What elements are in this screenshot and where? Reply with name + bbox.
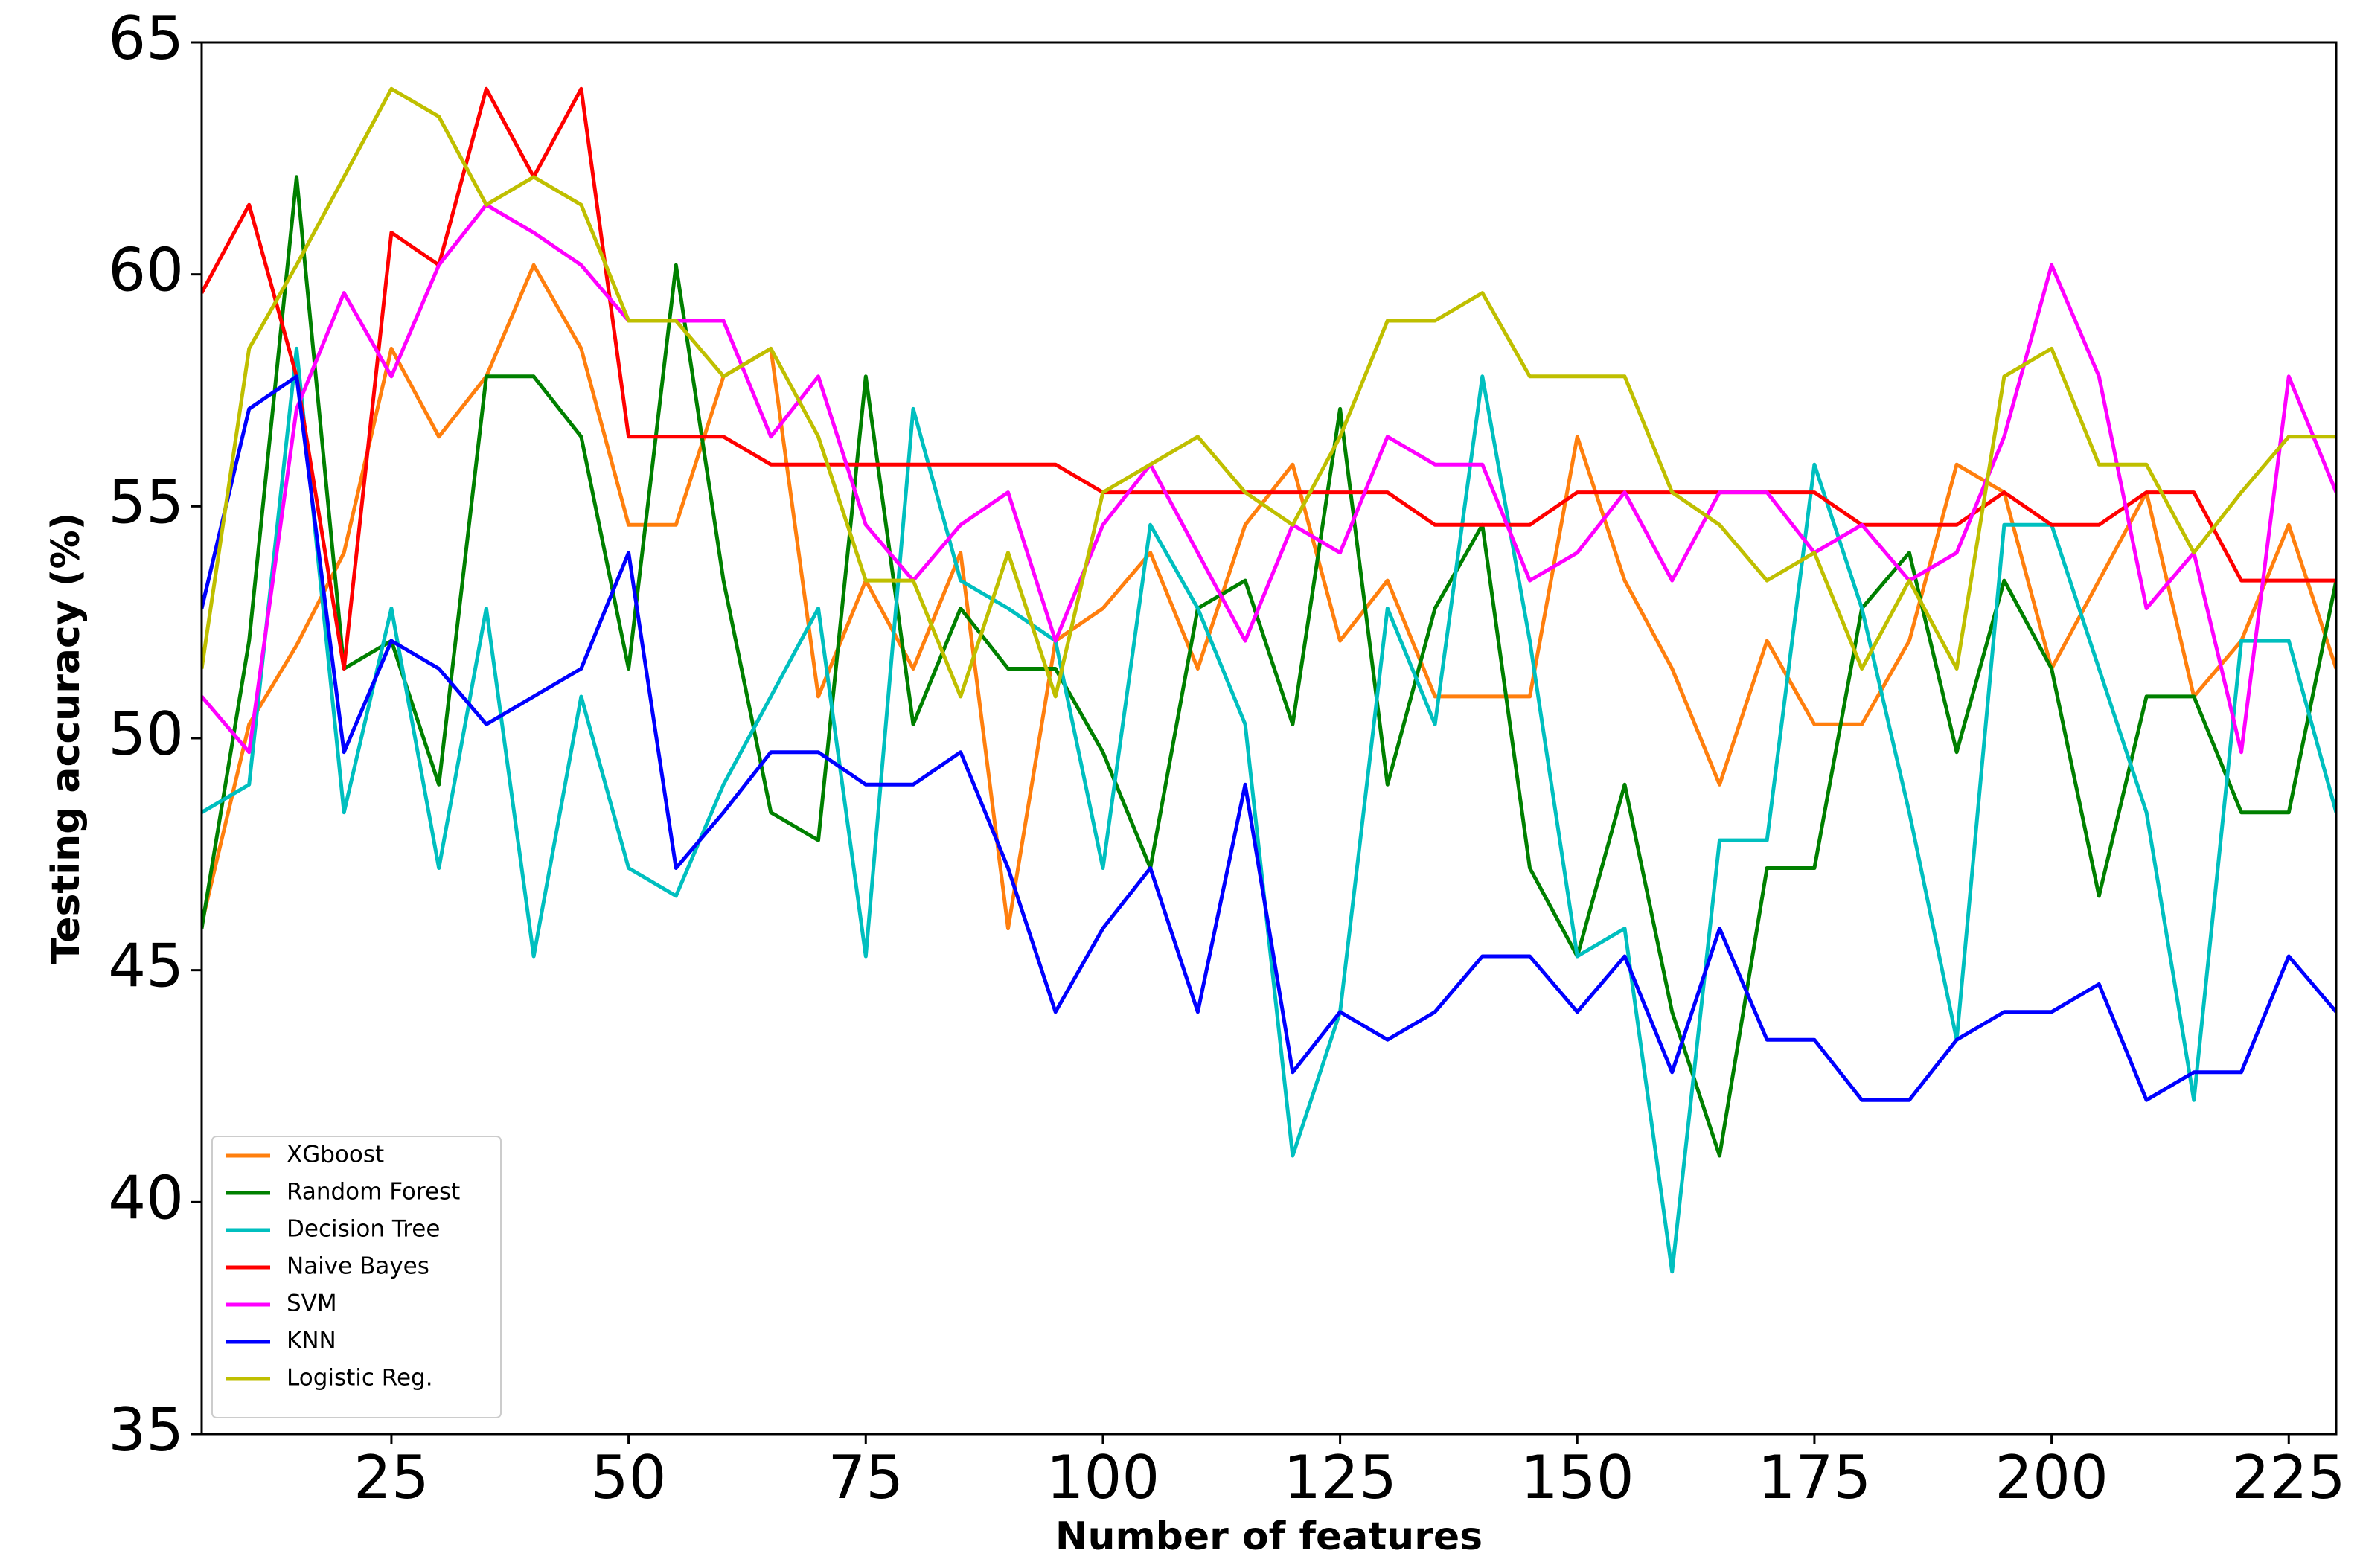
x-tick-label: 225 [2232, 1443, 2346, 1512]
plot-frame [200, 41, 2338, 1436]
legend-label: KNN [287, 1328, 336, 1354]
series-line [202, 86, 2336, 671]
x-tick-label: 175 [1758, 1443, 1872, 1512]
y-tick-label: 45 [108, 932, 184, 1001]
legend-label: Decision Tree [287, 1216, 440, 1243]
legend-label: Naive Bayes [287, 1253, 429, 1280]
y-tick-label: 40 [108, 1163, 184, 1232]
legend-label: Logistic Reg. [287, 1365, 433, 1392]
x-tick-label: 25 [354, 1443, 429, 1512]
x-tick-label: 50 [591, 1443, 667, 1512]
y-tick-label: 55 [108, 467, 184, 537]
x-axis-label: Number of features [1055, 1514, 1483, 1559]
x-tick-label: 75 [828, 1443, 904, 1512]
x-tick-label: 200 [1995, 1443, 2108, 1512]
legend-label: SVM [287, 1290, 337, 1317]
x-tick-label: 100 [1046, 1443, 1160, 1512]
plot-lines [202, 86, 2336, 1274]
y-tick-label: 50 [108, 700, 184, 769]
series-line [202, 175, 2336, 1158]
y-tick-label: 60 [108, 236, 184, 305]
series-line [202, 202, 2336, 755]
legend-box [211, 1136, 502, 1418]
series-line [202, 263, 2336, 931]
y-tick-label: 35 [108, 1395, 184, 1465]
series-line [202, 346, 2336, 1274]
series-line [202, 374, 2336, 1102]
series-line [202, 86, 2336, 699]
y-axis-label: Testing accuracy (%) [44, 513, 89, 964]
legend-label: Random Forest [287, 1179, 460, 1206]
legend-label: XGboost [287, 1142, 384, 1168]
x-tick-label: 125 [1283, 1443, 1397, 1512]
y-tick-label: 65 [108, 4, 184, 73]
x-tick-label: 150 [1520, 1443, 1634, 1512]
